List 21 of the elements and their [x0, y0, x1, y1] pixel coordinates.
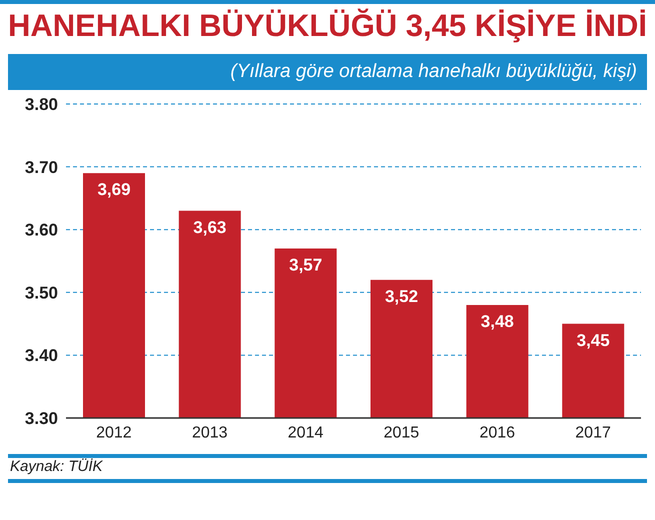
y-tick-label: 3.40: [24, 346, 58, 366]
x-tick-label: 2015: [384, 424, 420, 442]
y-tick-label: 3.30: [24, 409, 58, 428]
y-tick-label: 3.60: [24, 220, 58, 240]
data-label: 3,48: [480, 312, 514, 332]
x-tick-label: 2014: [288, 424, 324, 442]
x-tick-label: 2013: [192, 424, 228, 442]
y-tick-label: 3.70: [24, 158, 58, 177]
x-tick-label: 2016: [479, 424, 516, 442]
x-tick-label: 2017: [575, 424, 611, 442]
data-label: 3,69: [97, 180, 131, 200]
y-tick-label: 3.50: [24, 283, 58, 302]
data-label: 3,57: [289, 256, 322, 275]
text: Kaynak: TÜİK: [10, 458, 104, 475]
chart-subtitle: (Yıllara göre ortalama hanehalkı büyüklüğü, kişi): [8, 54, 647, 90]
y-tick-label: 3.80: [24, 95, 58, 114]
data-label: 3,63: [193, 218, 226, 237]
data-label: 3,52: [384, 286, 418, 306]
x-tick-label: 2012: [96, 424, 132, 442]
data-label: 3,45: [576, 330, 610, 350]
chart-title: HANEHALKI BÜYÜKLÜĞÜ 3,45 KİŞİYE İNDİ: [6, 8, 648, 44]
